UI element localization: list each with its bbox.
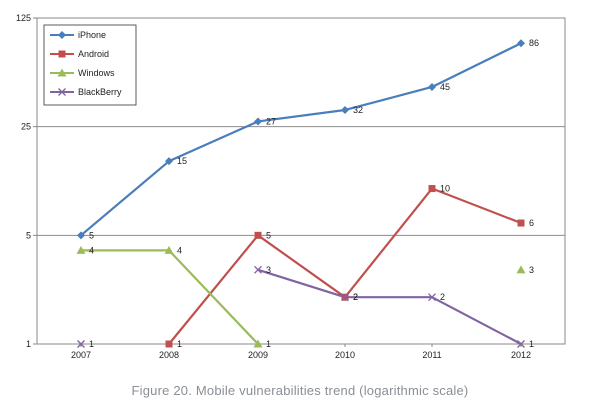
legend-label-android: Android <box>78 49 109 59</box>
windows-point <box>76 245 86 254</box>
iphone-line-segment <box>79 160 171 237</box>
legend-marker-iphone <box>58 31 66 39</box>
iphone-data-label: 45 <box>440 82 450 92</box>
android-line-segment <box>343 187 434 299</box>
windows-data-label: 1 <box>266 339 271 349</box>
blackberry-point <box>517 340 525 348</box>
blackberry-point <box>77 340 85 348</box>
legend-marker-windows <box>57 68 67 77</box>
y-tick-label: 125 <box>16 13 31 23</box>
windows-line-segment <box>167 249 260 346</box>
iphone-point <box>254 117 262 126</box>
blackberry-data-label: 2 <box>440 292 445 302</box>
x-tick-label: 2011 <box>422 350 441 360</box>
android-line-segment <box>256 234 347 299</box>
android-point <box>165 340 173 348</box>
legend-marker-blackberry <box>58 88 66 96</box>
iphone-data-label: 5 <box>89 230 94 240</box>
android-point <box>517 219 525 227</box>
iphone-data-label: 15 <box>177 156 187 166</box>
x-tick-label: 2007 <box>71 350 91 360</box>
blackberry-point <box>254 265 262 274</box>
x-tick-label: 2010 <box>335 350 355 360</box>
android-point <box>254 231 262 239</box>
iphone-point <box>341 105 349 114</box>
iphone-data-label: 32 <box>353 105 363 115</box>
android-data-label: 2 <box>353 292 358 302</box>
legend-marker-android <box>58 50 66 58</box>
y-tick-label: 25 <box>21 122 31 132</box>
windows-data-label: 3 <box>529 265 534 275</box>
blackberry-point <box>428 293 436 302</box>
x-tick-label: 2009 <box>248 350 268 360</box>
blackberry-point <box>341 293 349 302</box>
blackberry-line-segment <box>256 268 347 299</box>
y-tick-label: 1 <box>26 339 31 349</box>
windows-data-label: 4 <box>177 245 182 255</box>
android-point <box>428 185 436 193</box>
figure-caption: Figure 20. Mobile vulnerabilities trend … <box>131 383 469 398</box>
iphone-line-segment <box>167 120 260 163</box>
x-tick-label: 2008 <box>159 350 179 360</box>
plot-area <box>36 17 566 345</box>
iphone-line-segment <box>256 108 347 123</box>
legend-label-blackberry: BlackBerry <box>78 87 122 97</box>
iphone-data-label: 86 <box>529 38 539 48</box>
windows-point <box>253 339 263 348</box>
iphone-point <box>428 82 436 91</box>
legend: iPhone Android Windows BlackBerry <box>43 24 137 106</box>
iphone-line-segment <box>343 85 434 112</box>
android-data-label: 1 <box>177 339 182 349</box>
blackberry-data-label: 1 <box>529 339 534 349</box>
x-tick-label: 2012 <box>511 350 531 360</box>
blackberry-data-label: 2 <box>353 292 358 302</box>
android-line-segment <box>167 234 260 346</box>
iphone-point <box>517 39 525 48</box>
legend-label-iphone: iPhone <box>78 30 106 40</box>
blackberry-line-segment <box>430 296 523 346</box>
windows-point <box>516 265 526 274</box>
windows-data-label: 4 <box>89 245 94 255</box>
blackberry-data-label: 1 <box>89 339 94 349</box>
series-layer <box>76 39 526 348</box>
iphone-point <box>165 157 173 166</box>
android-data-label: 5 <box>266 230 271 240</box>
iphone-data-label: 27 <box>266 116 276 126</box>
android-line-segment <box>430 187 523 225</box>
android-data-label: 10 <box>440 184 450 194</box>
blackberry-data-label: 3 <box>266 265 271 275</box>
legend-label-windows: Windows <box>78 68 115 78</box>
iphone-line-segment <box>430 42 523 89</box>
y-tick-label: 5 <box>26 230 31 240</box>
android-data-label: 6 <box>529 218 534 228</box>
windows-point <box>164 245 174 254</box>
iphone-point <box>77 231 85 240</box>
